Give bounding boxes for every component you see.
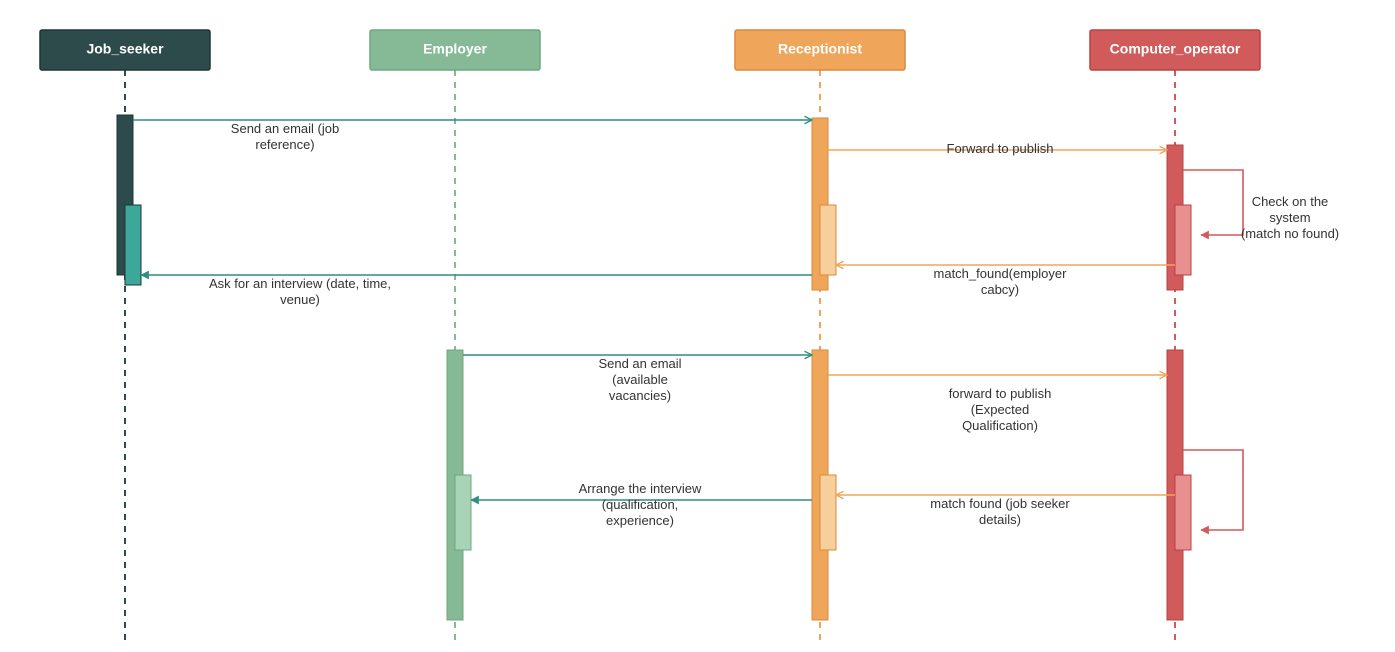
lane-header-employer: Employer: [370, 30, 540, 70]
sequence-diagram: Check on thesystem(match no found) Send a…: [0, 0, 1395, 652]
activation-job_seeker: [125, 205, 141, 285]
message-label: match_found(employercabcy): [934, 266, 1068, 297]
activation-receptionist: [820, 475, 836, 550]
lane-title: Employer: [423, 41, 487, 57]
message-label: Ask for an interview (date, time,venue): [209, 276, 391, 307]
message-label: Forward to publish: [947, 141, 1054, 156]
activation-employer: [455, 475, 471, 550]
lane-header-job_seeker: Job_seeker: [40, 30, 210, 70]
lane-title: Job_seeker: [86, 41, 164, 57]
message-label: Send an email(availablevacancies): [598, 356, 681, 403]
message-label: Arrange the interview(qualification,expe…: [579, 481, 702, 528]
message-label: match found (job seekerdetails): [930, 496, 1070, 527]
activation-computer_operator: [1175, 205, 1191, 275]
activation-receptionist: [820, 205, 836, 275]
message-label: Send an email (jobreference): [231, 121, 339, 152]
self-message-computer_operator: [1183, 170, 1243, 235]
activation-computer_operator: [1175, 475, 1191, 550]
lane-header-computer_operator: Computer_operator: [1090, 30, 1260, 70]
self-message-computer_operator: [1183, 450, 1243, 530]
self-message-label: Check on thesystem(match no found): [1241, 194, 1339, 241]
lane-title: Receptionist: [778, 41, 862, 57]
message-label: forward to publish(ExpectedQualification…: [949, 386, 1052, 433]
lane-title: Computer_operator: [1110, 41, 1241, 57]
lane-header-receptionist: Receptionist: [735, 30, 905, 70]
